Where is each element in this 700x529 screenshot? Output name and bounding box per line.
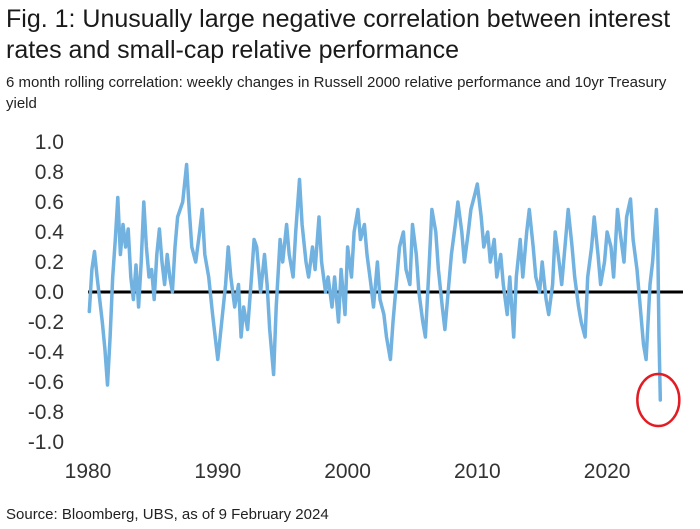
plot-area <box>87 162 683 428</box>
y-tick-label: -0.4 <box>28 341 65 364</box>
source-note: Source: Bloomberg, UBS, as of 9 February… <box>6 506 329 523</box>
x-tick-label: 1990 <box>194 460 241 483</box>
x-tick-label: 1980 <box>65 460 112 483</box>
y-tick-label: 0.8 <box>35 161 64 184</box>
y-tick-label: 0.6 <box>35 191 64 214</box>
x-tick-label: 2010 <box>454 460 501 483</box>
x-tick-label: 2000 <box>324 460 371 483</box>
y-tick-label: -0.6 <box>28 371 64 394</box>
y-axis: 1.0 0.8 0.6 0.4 0.2 0.0 -0.2 -0.4 -0.6 -0.8 -1.0 <box>28 131 65 454</box>
y-tick-label: -0.2 <box>28 311 64 334</box>
y-tick-label: 0.0 <box>35 281 64 304</box>
x-tick-label: 2020 <box>584 460 631 483</box>
y-tick-label: -1.0 <box>28 431 64 454</box>
y-tick-label: 0.4 <box>35 221 65 244</box>
correlation-series-line <box>87 162 663 402</box>
chart-subtitle: 6 month rolling correlation: weekly chan… <box>6 74 667 112</box>
highlight-circle <box>636 372 681 428</box>
chart-title: Fig. 1: Unusually large negative correla… <box>6 5 671 64</box>
x-axis: 1980 1990 2000 2010 2020 <box>65 460 631 483</box>
y-tick-label: 0.2 <box>35 251 64 274</box>
y-tick-label: -0.8 <box>28 401 64 424</box>
y-tick-label: 1.0 <box>35 131 64 154</box>
